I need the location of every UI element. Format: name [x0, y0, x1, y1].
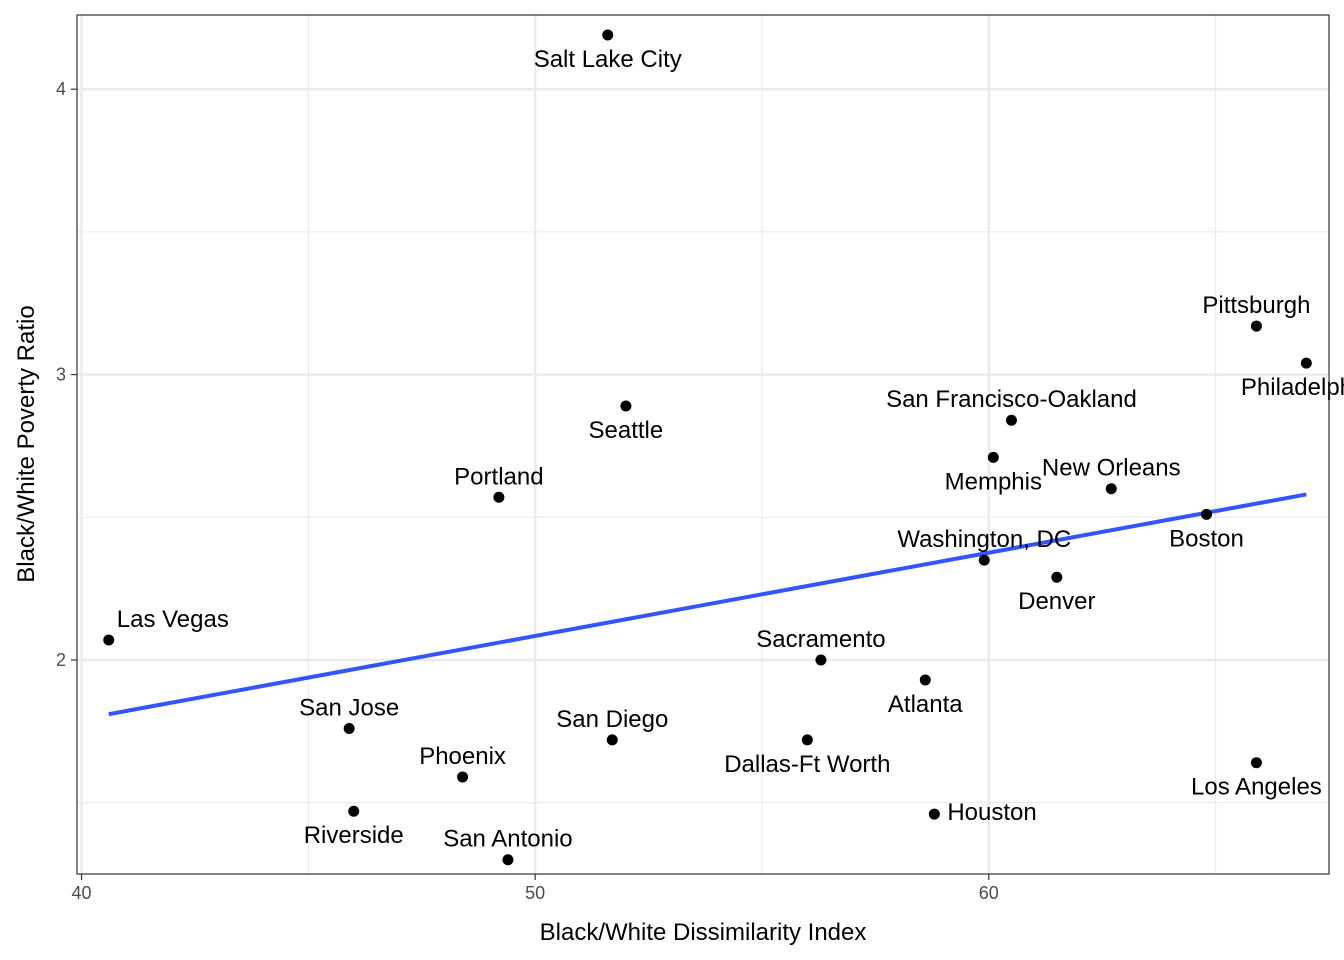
data-point — [1250, 757, 1262, 769]
point-label: Pittsburgh — [1202, 292, 1310, 319]
x-tick-label: 50 — [525, 883, 545, 903]
data-point — [1201, 508, 1213, 520]
data-point — [815, 654, 827, 666]
point-label: Washington, DC — [897, 526, 1071, 553]
point-label: Dallas-Ft Worth — [724, 751, 890, 778]
y-tick-label: 2 — [56, 650, 66, 670]
data-point — [620, 400, 632, 412]
panel-border — [76, 14, 1330, 875]
point-label: Atlanta — [888, 691, 963, 718]
data-point — [928, 808, 940, 820]
data-point — [919, 674, 931, 686]
minor-gridlines — [77, 15, 1329, 874]
point-label: Boston — [1169, 525, 1244, 552]
x-tick-label: 40 — [72, 883, 92, 903]
trend-line-group — [108, 492, 1307, 717]
major-gridlines — [77, 15, 1329, 874]
data-points — [103, 29, 1312, 866]
point-label: Memphis — [945, 468, 1042, 495]
data-point — [1250, 320, 1262, 332]
point-label: Salt Lake City — [534, 46, 682, 73]
point-label: Denver — [1018, 588, 1095, 615]
y-tick-label: 3 — [56, 365, 66, 385]
point-label: San Francisco-Oakland — [886, 386, 1137, 413]
y-axis-title: Black/White Poverty Ratio — [13, 305, 40, 582]
trend-line — [108, 492, 1307, 717]
data-point — [502, 854, 514, 866]
y-axis-ticks: 2 3 4 — [56, 79, 77, 670]
data-point — [1300, 357, 1312, 369]
data-point — [602, 29, 614, 41]
plot-panel — [77, 15, 1329, 874]
data-point — [801, 734, 813, 746]
point-label: Phoenix — [419, 743, 506, 770]
point-label: Philadelphia — [1241, 374, 1344, 401]
point-label: Sacramento — [756, 626, 885, 653]
data-point — [348, 805, 360, 817]
data-point — [493, 491, 505, 503]
data-point — [606, 734, 618, 746]
point-label: Houston — [947, 799, 1036, 826]
point-label: San Antonio — [443, 826, 572, 853]
point-label: Las Vegas — [117, 606, 229, 633]
data-point — [978, 554, 990, 566]
point-label: Los Angeles — [1191, 774, 1322, 801]
point-label: Seattle — [589, 417, 664, 444]
data-point — [457, 771, 469, 783]
data-point — [103, 634, 115, 646]
point-label: Riverside — [304, 822, 404, 849]
x-axis-ticks: 40 50 60 — [72, 874, 999, 903]
point-label: New Orleans — [1042, 455, 1181, 482]
x-axis-title: Black/White Dissimilarity Index — [540, 919, 867, 946]
data-point — [1051, 571, 1063, 583]
data-point — [1005, 414, 1017, 426]
point-label: San Diego — [556, 706, 668, 733]
x-tick-label: 60 — [979, 883, 999, 903]
point-labels: Salt Lake City Pittsburgh Philadelphia San … — [117, 46, 1344, 853]
y-tick-label: 4 — [56, 79, 66, 99]
point-label: San Jose — [299, 694, 399, 721]
data-point — [1105, 483, 1117, 495]
data-point — [987, 451, 999, 463]
data-point — [343, 722, 355, 734]
point-label: Portland — [454, 463, 543, 490]
